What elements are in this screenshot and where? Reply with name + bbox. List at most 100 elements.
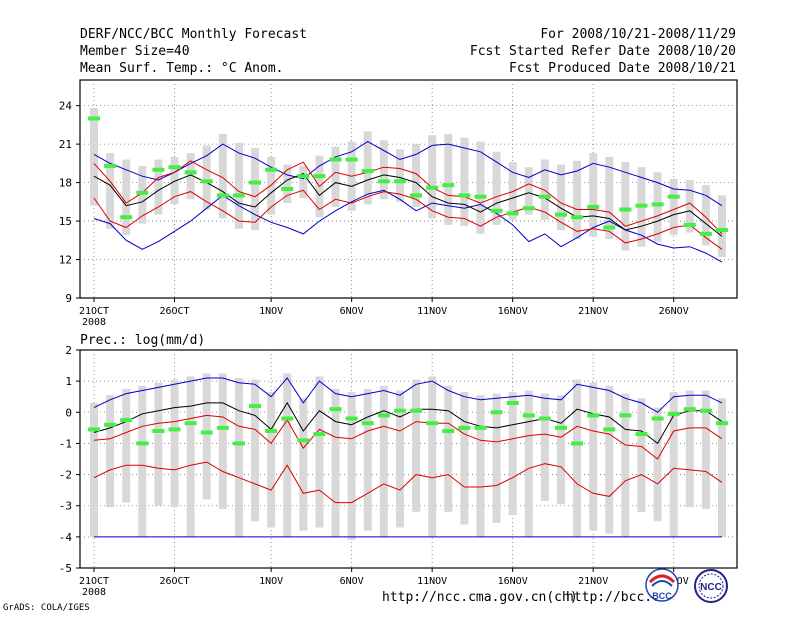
median-marker	[538, 194, 551, 199]
x-tick-label: 21NOV	[578, 306, 608, 317]
x-tick-label: 11NOV	[417, 306, 447, 317]
ensemble-box	[90, 402, 98, 537]
ensemble-box	[251, 147, 260, 231]
x-tick-label: 1NOV	[259, 306, 283, 317]
ensemble-box	[508, 392, 517, 516]
x-tick-label: 26OCT	[159, 576, 189, 587]
ensemble-box	[234, 142, 243, 229]
ensemble-box	[90, 108, 98, 206]
footer-url-ncc[interactable]: http://ncc.cma.gov.cn(ch)	[382, 590, 578, 605]
median-marker	[667, 194, 680, 199]
ensemble-box	[154, 159, 163, 215]
ensemble-box	[379, 385, 388, 537]
footer-url-bcc[interactable]: http://bcc.c	[566, 590, 660, 605]
ensemble-box	[701, 185, 710, 246]
ensemble-box	[412, 379, 421, 512]
bcc-logo-icon: BCC	[645, 568, 679, 602]
median-marker	[554, 425, 567, 430]
ensemble-box	[122, 159, 131, 236]
median-marker	[683, 407, 696, 412]
median-marker	[104, 163, 117, 168]
ensemble-box	[573, 379, 582, 537]
grads-credit: GrADS: COLA/IGES	[3, 603, 90, 613]
precip-panel: -5 -4 -3 -2 -1 0 1 2 21OCT 26OCT 1NOV 6NOV 11NOV 16NO…	[59, 333, 738, 598]
median-marker	[426, 421, 439, 426]
series-max-line	[93, 141, 723, 207]
ensemble-box	[589, 153, 598, 237]
x-tick-label: 21OCT	[79, 576, 109, 587]
median-marker	[635, 203, 648, 208]
median-marker	[329, 407, 342, 412]
median-marker	[281, 187, 294, 191]
ensemble-box	[106, 395, 115, 508]
ensemble-box	[669, 178, 678, 236]
median-marker	[200, 179, 213, 184]
series-ensemble-mean-line	[93, 401, 723, 445]
ensemble-box	[718, 398, 726, 537]
ensemble-box	[589, 382, 598, 531]
median-marker	[651, 202, 664, 207]
x-tick-year: 2008	[82, 317, 106, 328]
fcst-started-date: Fcst Started Refer Date 2008/10/20	[469, 44, 736, 59]
median-marker	[442, 428, 455, 433]
median-marker	[297, 438, 310, 443]
median-marker	[442, 183, 455, 188]
ensemble-box	[556, 164, 565, 231]
median-marker	[683, 222, 696, 227]
ensemble-box	[460, 137, 469, 227]
x-tick-label: 26OCT	[159, 306, 189, 317]
ensemble-box	[476, 395, 485, 537]
median-marker	[216, 425, 229, 430]
median-marker	[458, 193, 471, 198]
bcc-logo-text: BCC	[652, 591, 672, 601]
ensemble-box	[621, 162, 630, 251]
median-marker	[393, 408, 406, 413]
y-tick-label: -1	[59, 437, 72, 450]
median-marker	[377, 179, 390, 184]
ensemble-box	[234, 378, 243, 537]
ensemble-box	[347, 392, 356, 540]
median-marker	[716, 228, 728, 233]
ensemble-box	[460, 392, 469, 525]
median-marker	[88, 427, 100, 432]
member-size: Member Size=40	[80, 44, 190, 59]
median-marker	[619, 413, 632, 418]
y-tick-label: 15	[59, 215, 72, 228]
median-marker	[667, 411, 680, 416]
x-tick-label: 6NOV	[340, 306, 364, 317]
ensemble-box	[653, 407, 662, 522]
ncc-logo-text: NCC	[700, 582, 722, 593]
median-marker	[635, 432, 648, 437]
median-marker	[184, 421, 197, 426]
median-marker	[603, 225, 616, 230]
ensemble-box	[299, 165, 308, 198]
ensemble-box	[540, 393, 549, 502]
series-upper-red-line	[93, 160, 723, 235]
median-marker	[313, 174, 326, 179]
median-marker	[587, 204, 600, 209]
median-marker	[232, 441, 245, 446]
ensemble-box	[556, 395, 565, 505]
median-marker	[297, 174, 310, 179]
ensemble-box	[718, 195, 726, 257]
ensemble-box	[605, 156, 614, 240]
precip-panel-title: Prec.: log(mm/d)	[80, 333, 205, 348]
ensemble-box	[669, 392, 678, 537]
ensemble-box	[379, 140, 388, 200]
ensemble-box	[122, 388, 131, 503]
ensemble-box	[492, 151, 501, 225]
median-marker	[506, 400, 519, 405]
median-marker	[345, 416, 358, 421]
ensemble-box	[170, 156, 179, 205]
ensemble-box	[444, 133, 453, 225]
median-marker	[136, 190, 149, 195]
ensemble-box	[621, 393, 630, 537]
ensemble-box	[508, 162, 517, 220]
ensemble-box	[395, 149, 404, 202]
median-marker	[716, 421, 728, 426]
ensemble-box	[202, 373, 211, 500]
median-marker	[603, 427, 616, 432]
x-tick-year: 2008	[82, 587, 106, 598]
median-marker	[361, 169, 374, 174]
